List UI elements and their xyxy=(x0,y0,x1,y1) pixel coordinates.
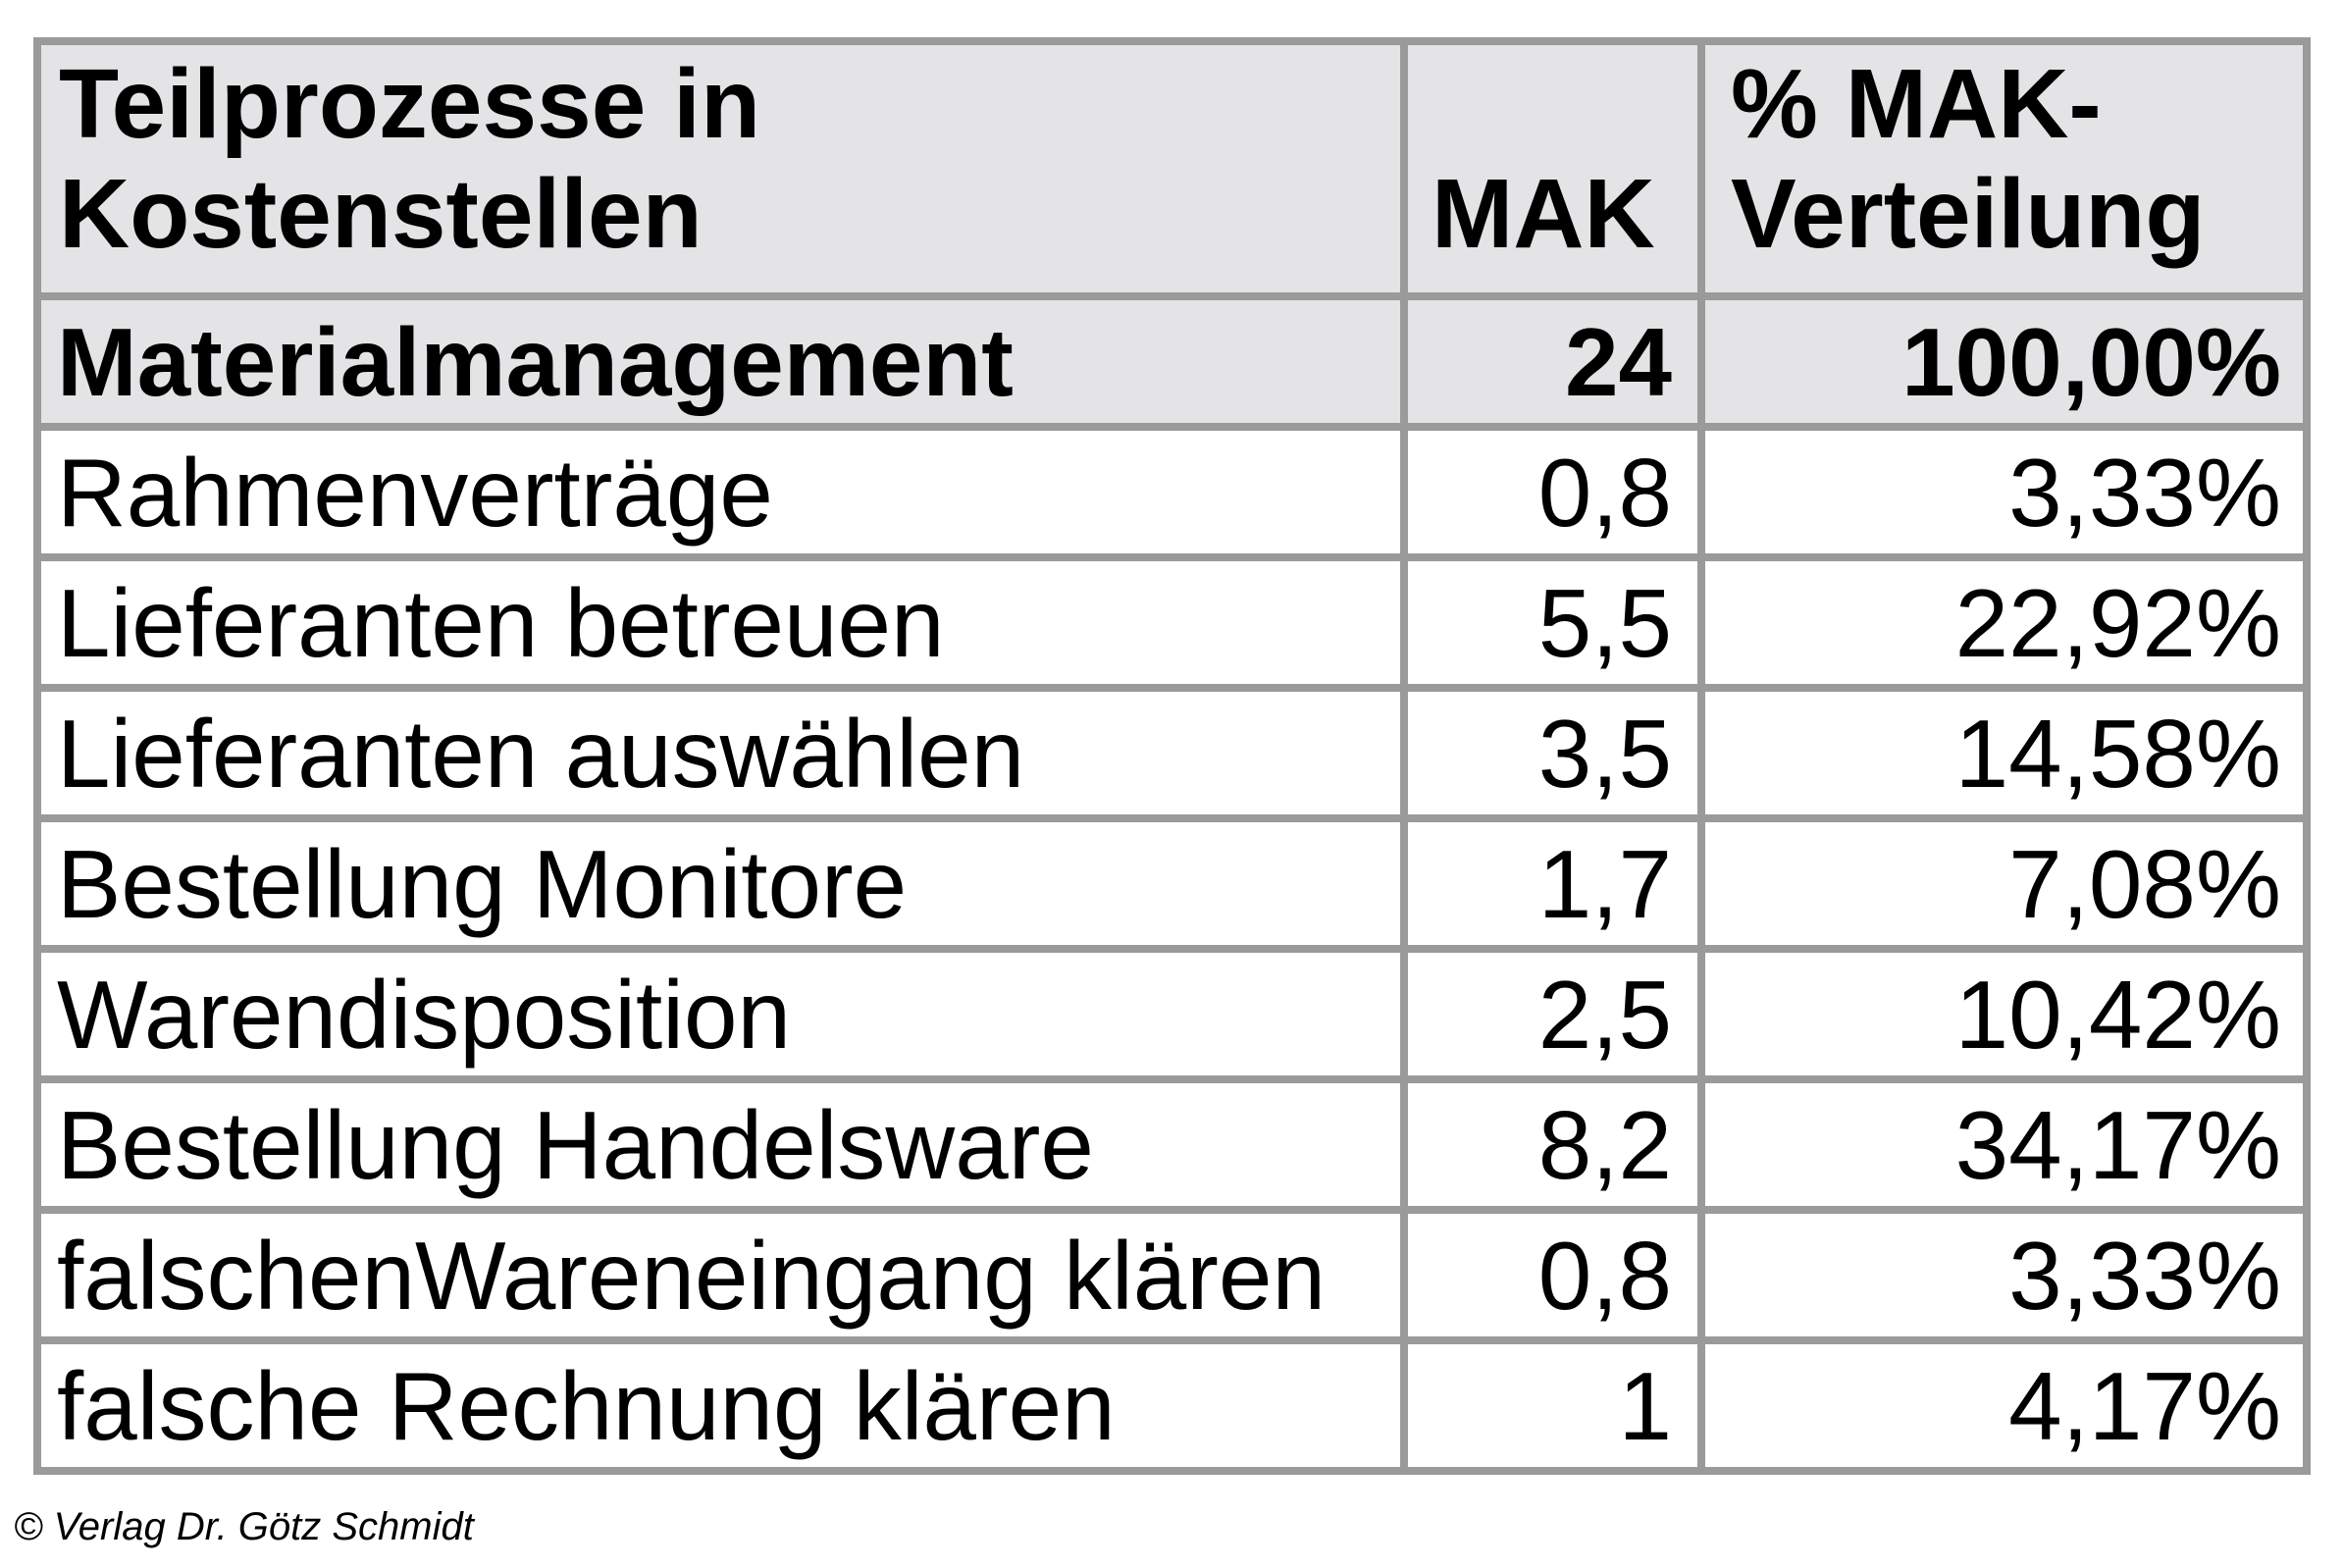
pct-value-cell: 10,42% xyxy=(1705,953,2303,1075)
table-header-row: Teilprozesse in Kostenstellen MAK % MAK-… xyxy=(41,45,2303,292)
pct-value-cell: 100,00% xyxy=(1705,300,2303,423)
table-row: Rahmenverträge 0,8 3,33% xyxy=(41,431,2303,553)
mak-value-cell: 0,8 xyxy=(1408,1214,1697,1336)
table-row: Bestellung Handelsware 8,2 34,17% xyxy=(41,1083,2303,1206)
mak-value-cell: 5,5 xyxy=(1408,561,1697,684)
mak-value-cell: 8,2 xyxy=(1408,1083,1697,1206)
pct-value-cell: 4,17% xyxy=(1705,1344,2303,1467)
mak-value-cell: 1,7 xyxy=(1408,822,1697,945)
process-name-cell: falsche Rechnung klären xyxy=(41,1344,1400,1467)
copyright-credit: © Verlag Dr. Götz Schmidt xyxy=(14,1505,474,1548)
process-name-cell: Warendisposition xyxy=(41,953,1400,1075)
table-row: falsche Rechnung klären 1 4,17% xyxy=(41,1344,2303,1467)
process-name-cell: Materialmanagement xyxy=(41,300,1400,423)
process-name-cell: Lieferanten betreuen xyxy=(41,561,1400,684)
pct-value-cell: 3,33% xyxy=(1705,431,2303,553)
pct-value-cell: 14,58% xyxy=(1705,692,2303,814)
process-name-cell: Bestellung Monitore xyxy=(41,822,1400,945)
cost-table-container: Teilprozesse in Kostenstellen MAK % MAK-… xyxy=(33,37,2311,1475)
process-name-cell: Bestellung Handelsware xyxy=(41,1083,1400,1206)
header-teilprozesse: Teilprozesse in Kostenstellen xyxy=(41,45,1400,292)
table-row: Materialmanagement 24 100,00% xyxy=(41,300,2303,423)
mak-value-cell: 24 xyxy=(1408,300,1697,423)
pct-value-cell: 22,92% xyxy=(1705,561,2303,684)
pct-value-cell: 7,08% xyxy=(1705,822,2303,945)
process-name-cell: Rahmenverträge xyxy=(41,431,1400,553)
table-row: falschenWareneingang klären 0,8 3,33% xyxy=(41,1214,2303,1336)
table-row: Lieferanten betreuen 5,5 22,92% xyxy=(41,561,2303,684)
table-row: Warendisposition 2,5 10,42% xyxy=(41,953,2303,1075)
table-row: Lieferanten auswählen 3,5 14,58% xyxy=(41,692,2303,814)
header-mak-verteilung: % MAK- Verteilung xyxy=(1705,45,2303,292)
header-mak: MAK xyxy=(1408,45,1697,292)
pct-value-cell: 3,33% xyxy=(1705,1214,2303,1336)
teilprozesse-mak-table: Teilprozesse in Kostenstellen MAK % MAK-… xyxy=(33,37,2311,1475)
table-row: Bestellung Monitore 1,7 7,08% xyxy=(41,822,2303,945)
mak-value-cell: 1 xyxy=(1408,1344,1697,1467)
mak-value-cell: 2,5 xyxy=(1408,953,1697,1075)
process-name-cell: falschenWareneingang klären xyxy=(41,1214,1400,1336)
table-body: Materialmanagement 24 100,00% Rahmenvert… xyxy=(41,300,2303,1467)
mak-value-cell: 3,5 xyxy=(1408,692,1697,814)
process-name-cell: Lieferanten auswählen xyxy=(41,692,1400,814)
mak-value-cell: 0,8 xyxy=(1408,431,1697,553)
pct-value-cell: 34,17% xyxy=(1705,1083,2303,1206)
